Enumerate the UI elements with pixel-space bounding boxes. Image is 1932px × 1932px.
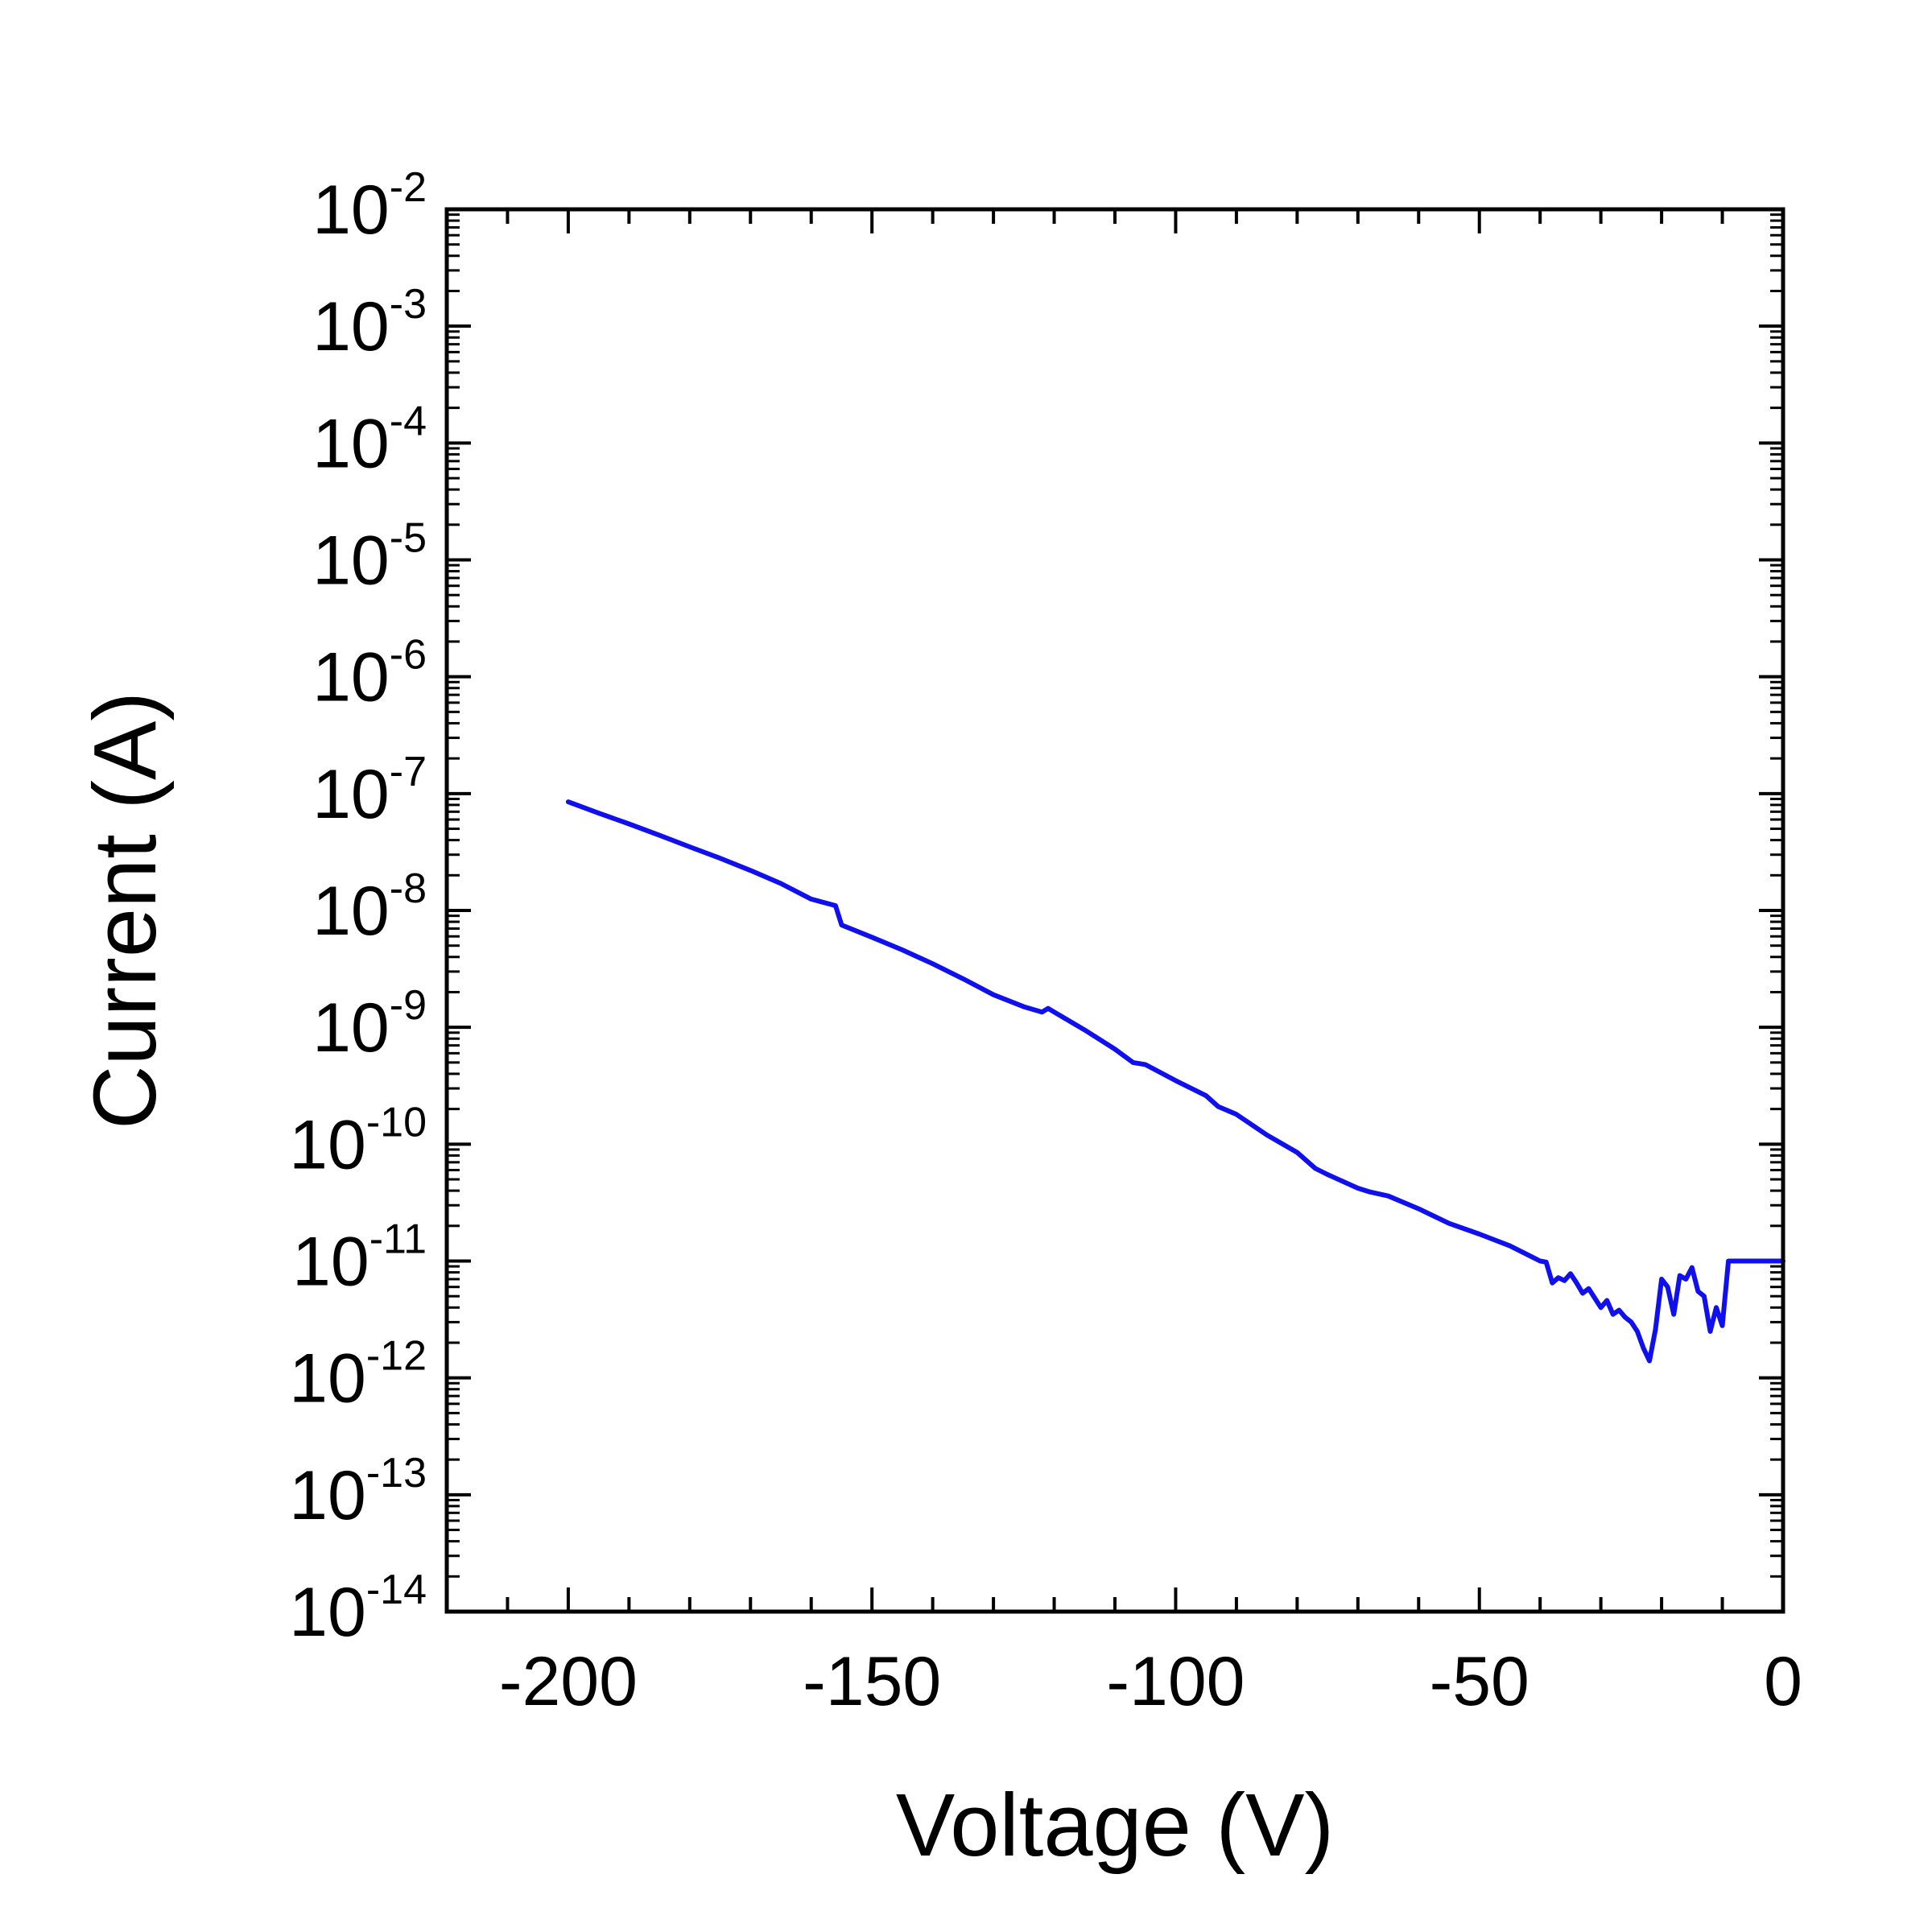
y-tick-label: 10-8 (312, 865, 427, 950)
y-tick-label: 10-4 (312, 398, 427, 482)
plot-frame (444, 207, 1785, 1614)
y-tick-label: 10-14 (289, 1567, 427, 1651)
series-layer (565, 799, 1785, 1364)
x-axis-title: Voltage (V) (896, 1776, 1334, 1875)
x-tick-label: -200 (499, 1643, 638, 1720)
x-tick-label: -150 (803, 1643, 941, 1720)
y-axis-title: Current (A) (76, 691, 175, 1129)
y-tick-labels: 10-14 10-13 10-12 10-11 10-10 10-9 10-8 10-7 10-… (289, 164, 427, 1651)
y-tick-label: 10-13 (289, 1450, 427, 1534)
x-tick-labels: -200 -150 -100 -50 0 (499, 1643, 1802, 1720)
ticks-layer (447, 208, 1785, 1613)
x-tick-label: -100 (1106, 1643, 1245, 1720)
y-tick-label: 10-7 (312, 749, 427, 833)
x-tick-label: 0 (1764, 1643, 1802, 1720)
y-tick-label: 10-10 (289, 1099, 427, 1183)
y-tick-label: 10-5 (312, 515, 427, 600)
y-tick-label: 10-11 (292, 1216, 427, 1301)
y-tick-label: 10-12 (289, 1333, 427, 1418)
series-line (565, 799, 1785, 1364)
y-tick-label: 10-3 (312, 281, 427, 365)
y-tick-label: 10-2 (312, 164, 427, 249)
x-tick-label: -50 (1430, 1643, 1530, 1720)
y-tick-label: 10-9 (312, 982, 427, 1067)
y-tick-label: 10-6 (312, 632, 427, 716)
